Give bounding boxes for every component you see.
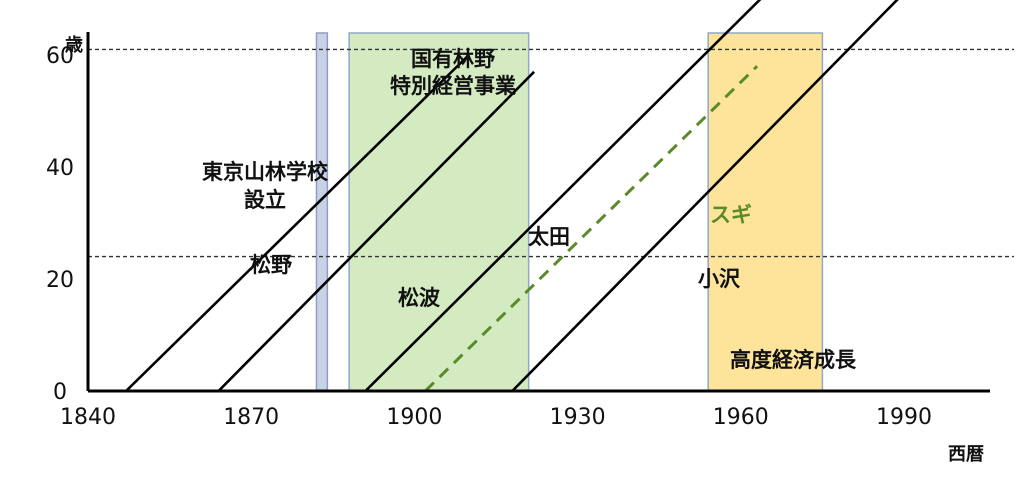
x-tick-label-1960: 1960 bbox=[713, 405, 769, 430]
x-axis-unit-label: 西暦 bbox=[948, 444, 984, 465]
national-forest-band-label-line-1: 国有林野 bbox=[411, 47, 495, 71]
period-band-1 bbox=[348, 32, 530, 392]
x-tick-label-1930: 1930 bbox=[550, 405, 606, 430]
series-label-ota: 太田 bbox=[528, 225, 570, 249]
school-founding-annotation-line-2: 設立 bbox=[244, 188, 286, 212]
axes bbox=[86, 32, 990, 393]
series-line-1 bbox=[217, 70, 536, 392]
period-band-0 bbox=[315, 32, 329, 392]
y-axis-unit-label: 歳 bbox=[65, 35, 83, 56]
tick-labels: 184018701900193019601990020406080 bbox=[46, 44, 932, 430]
series-line-2 bbox=[364, 0, 762, 392]
y-tick-label-0: 0 bbox=[53, 380, 67, 405]
x-tick-label-1990: 1990 bbox=[876, 405, 932, 430]
series-label-matsuno: 松野 bbox=[250, 253, 292, 277]
series-label-ozawa: 小沢 bbox=[698, 267, 741, 291]
y-tick-label-40: 40 bbox=[46, 156, 74, 181]
series-line-0 bbox=[125, 54, 470, 392]
high-growth-band-label: 高度経済成長 bbox=[730, 348, 857, 372]
age-lines bbox=[125, 0, 899, 393]
x-tick-label-1900: 1900 bbox=[386, 405, 442, 430]
reference-lines bbox=[88, 48, 1014, 258]
national-forest-band-label-line-2: 特別経営事業 bbox=[390, 74, 517, 98]
series-label-sugi: スギ bbox=[710, 203, 752, 227]
period-bands bbox=[315, 32, 824, 392]
y-tick-label-60: 60 bbox=[46, 44, 74, 69]
series-label-matsunami: 松波 bbox=[398, 286, 441, 310]
series-line-3 bbox=[424, 65, 759, 393]
series-line-4 bbox=[511, 0, 899, 392]
x-tick-label-1840: 1840 bbox=[60, 405, 116, 430]
annotation-labels: 東京山林学校 設立 国有林野 特別経営事業 高度経済成長 松野 松波 太田 スギ… bbox=[202, 47, 857, 372]
school-founding-annotation-line-1: 東京山林学校 bbox=[202, 160, 329, 184]
x-tick-label-1870: 1870 bbox=[223, 405, 279, 430]
y-tick-label-20: 20 bbox=[46, 268, 74, 293]
